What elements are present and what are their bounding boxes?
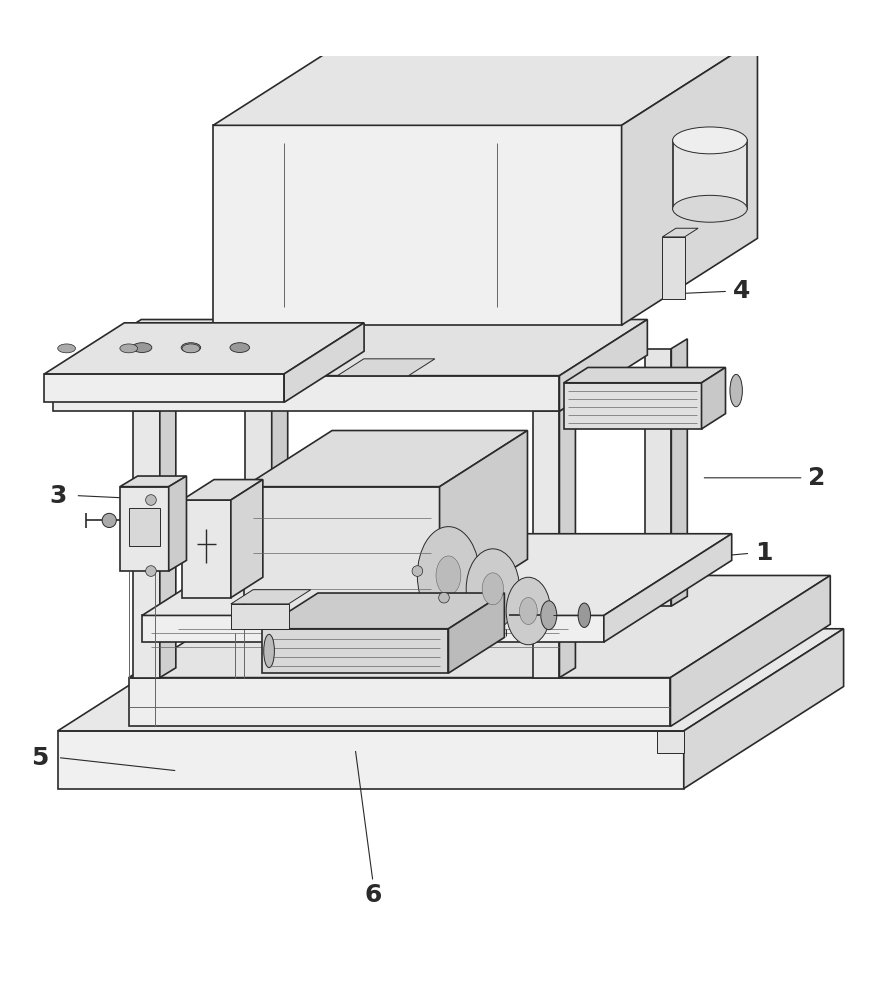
Polygon shape: [662, 237, 685, 299]
Text: 4: 4: [733, 279, 750, 303]
Ellipse shape: [730, 374, 742, 407]
Ellipse shape: [132, 343, 152, 352]
Polygon shape: [272, 339, 288, 606]
Text: 1: 1: [755, 541, 773, 565]
Polygon shape: [182, 500, 231, 598]
Circle shape: [412, 566, 423, 576]
Ellipse shape: [182, 344, 200, 353]
Polygon shape: [684, 629, 844, 789]
Ellipse shape: [672, 195, 747, 222]
Ellipse shape: [120, 344, 138, 353]
Polygon shape: [672, 140, 747, 209]
Polygon shape: [169, 476, 186, 571]
Ellipse shape: [58, 344, 75, 353]
Polygon shape: [213, 39, 757, 125]
Polygon shape: [44, 374, 284, 402]
Polygon shape: [657, 731, 684, 753]
Polygon shape: [564, 367, 725, 383]
Text: 5: 5: [31, 746, 49, 770]
Ellipse shape: [230, 343, 250, 352]
Ellipse shape: [417, 527, 480, 624]
Text: 6: 6: [364, 883, 382, 907]
Polygon shape: [412, 0, 472, 39]
Ellipse shape: [578, 603, 591, 627]
Polygon shape: [662, 228, 698, 237]
Polygon shape: [337, 359, 435, 376]
Polygon shape: [58, 731, 684, 789]
Polygon shape: [160, 401, 176, 678]
Polygon shape: [702, 367, 725, 429]
Polygon shape: [244, 431, 527, 487]
Polygon shape: [142, 534, 732, 615]
Polygon shape: [472, 0, 488, 39]
Polygon shape: [244, 487, 440, 615]
Polygon shape: [129, 678, 670, 726]
Ellipse shape: [541, 601, 557, 630]
Circle shape: [146, 566, 156, 576]
Polygon shape: [231, 604, 289, 629]
Ellipse shape: [519, 598, 537, 624]
Polygon shape: [120, 476, 186, 487]
Circle shape: [146, 495, 156, 505]
Polygon shape: [129, 508, 160, 546]
Polygon shape: [448, 593, 504, 673]
Polygon shape: [133, 411, 160, 678]
Polygon shape: [120, 487, 169, 571]
Polygon shape: [670, 575, 830, 726]
Polygon shape: [53, 320, 647, 376]
Polygon shape: [142, 615, 604, 642]
Ellipse shape: [672, 127, 747, 154]
Polygon shape: [533, 411, 559, 678]
Ellipse shape: [482, 573, 503, 605]
Polygon shape: [231, 480, 263, 598]
Polygon shape: [231, 590, 311, 604]
Text: 3: 3: [49, 484, 67, 508]
Polygon shape: [245, 349, 272, 606]
Circle shape: [102, 513, 116, 528]
Polygon shape: [604, 534, 732, 642]
Ellipse shape: [436, 556, 461, 595]
Polygon shape: [559, 320, 647, 411]
Polygon shape: [284, 323, 364, 402]
Ellipse shape: [264, 634, 274, 668]
Polygon shape: [213, 125, 622, 325]
Polygon shape: [58, 629, 844, 731]
Polygon shape: [129, 575, 830, 678]
Circle shape: [439, 592, 449, 603]
Polygon shape: [262, 593, 504, 629]
Polygon shape: [440, 431, 527, 615]
Polygon shape: [564, 383, 702, 429]
Polygon shape: [262, 629, 448, 673]
Polygon shape: [182, 480, 263, 500]
Text: 2: 2: [808, 466, 826, 490]
Polygon shape: [645, 349, 671, 606]
Ellipse shape: [506, 577, 551, 645]
Polygon shape: [671, 339, 687, 606]
Ellipse shape: [466, 549, 519, 629]
Polygon shape: [559, 401, 575, 678]
Polygon shape: [44, 323, 364, 374]
Polygon shape: [53, 376, 559, 411]
Ellipse shape: [181, 343, 201, 352]
Polygon shape: [622, 39, 757, 325]
